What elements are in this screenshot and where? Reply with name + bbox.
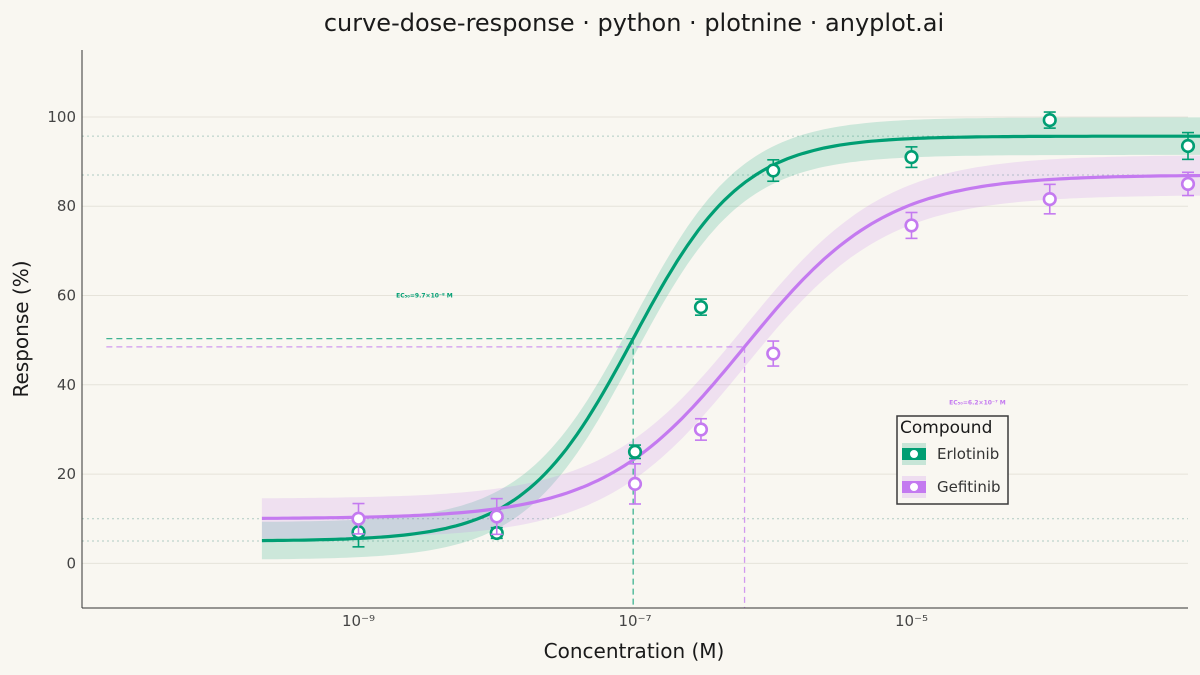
data-point — [766, 346, 781, 361]
fit-curve-erlotinib — [261, 134, 1200, 543]
chart-title: curve-dose-response · python · plotnine … — [324, 9, 944, 37]
data-point — [627, 444, 643, 459]
ec50-label: EC₅₀=9.7×10⁻⁸ M — [396, 293, 453, 300]
y-tick-label: 60 — [57, 287, 76, 305]
confidence-bands — [261, 117, 1200, 560]
data-point — [693, 422, 709, 437]
y-tick-label: 80 — [57, 197, 76, 215]
ec50-markers: EC₅₀=9.7×10⁻⁸ M EC₅₀=6.2×10⁻⁷ M — [106, 293, 1006, 608]
ec50-label: EC₅₀=6.2×10⁻⁷ M — [949, 400, 1006, 407]
data-point — [351, 511, 366, 526]
legend-item-erlotinib: Erlotinib — [902, 443, 999, 465]
axes: 0 20 40 60 80 100 10⁻⁹ 10⁻⁷ 10⁻⁵ — [47, 50, 1188, 630]
data-points — [351, 111, 1196, 548]
y-tick-label: 20 — [57, 465, 76, 483]
data-point — [766, 163, 781, 178]
y-tick-label: 100 — [47, 108, 76, 126]
x-tick-label: 10⁻⁷ — [618, 612, 651, 630]
legend-label: Erlotinib — [937, 445, 999, 463]
legend-label: Gefitinib — [937, 478, 1001, 496]
x-tick-label: 10⁻⁵ — [895, 612, 928, 630]
data-point — [1042, 112, 1057, 128]
fitted-curves — [261, 134, 1200, 543]
data-point — [693, 300, 709, 315]
plot-area: EC₅₀=9.7×10⁻⁸ M EC₅₀=6.2×10⁻⁷ M 0 20 40 60 80… — [47, 50, 1200, 630]
data-point — [904, 150, 919, 165]
legend-item-gefitinib: Gefitinib — [902, 476, 1001, 498]
data-point — [627, 476, 643, 492]
data-point — [489, 509, 504, 524]
x-tick-label: 10⁻⁹ — [342, 612, 375, 630]
y-tick-label: 40 — [57, 376, 76, 394]
grid — [82, 116, 1188, 564]
fit-curve-gefitinib — [261, 173, 1200, 520]
legend: Compound Erlotinib Gefitinib — [896, 415, 1009, 505]
legend-marker — [908, 448, 920, 460]
data-point — [1180, 138, 1196, 154]
legend-marker — [908, 481, 920, 493]
y-tick-label: 0 — [66, 554, 76, 572]
legend-title: Compound — [900, 418, 992, 438]
data-point — [904, 218, 919, 233]
confidence-band-erlotinib — [261, 117, 1200, 560]
data-point — [1042, 191, 1057, 207]
x-axis-label: Concentration (M) — [544, 639, 725, 663]
data-point — [1180, 176, 1196, 192]
y-axis-label: Response (%) — [9, 260, 33, 397]
